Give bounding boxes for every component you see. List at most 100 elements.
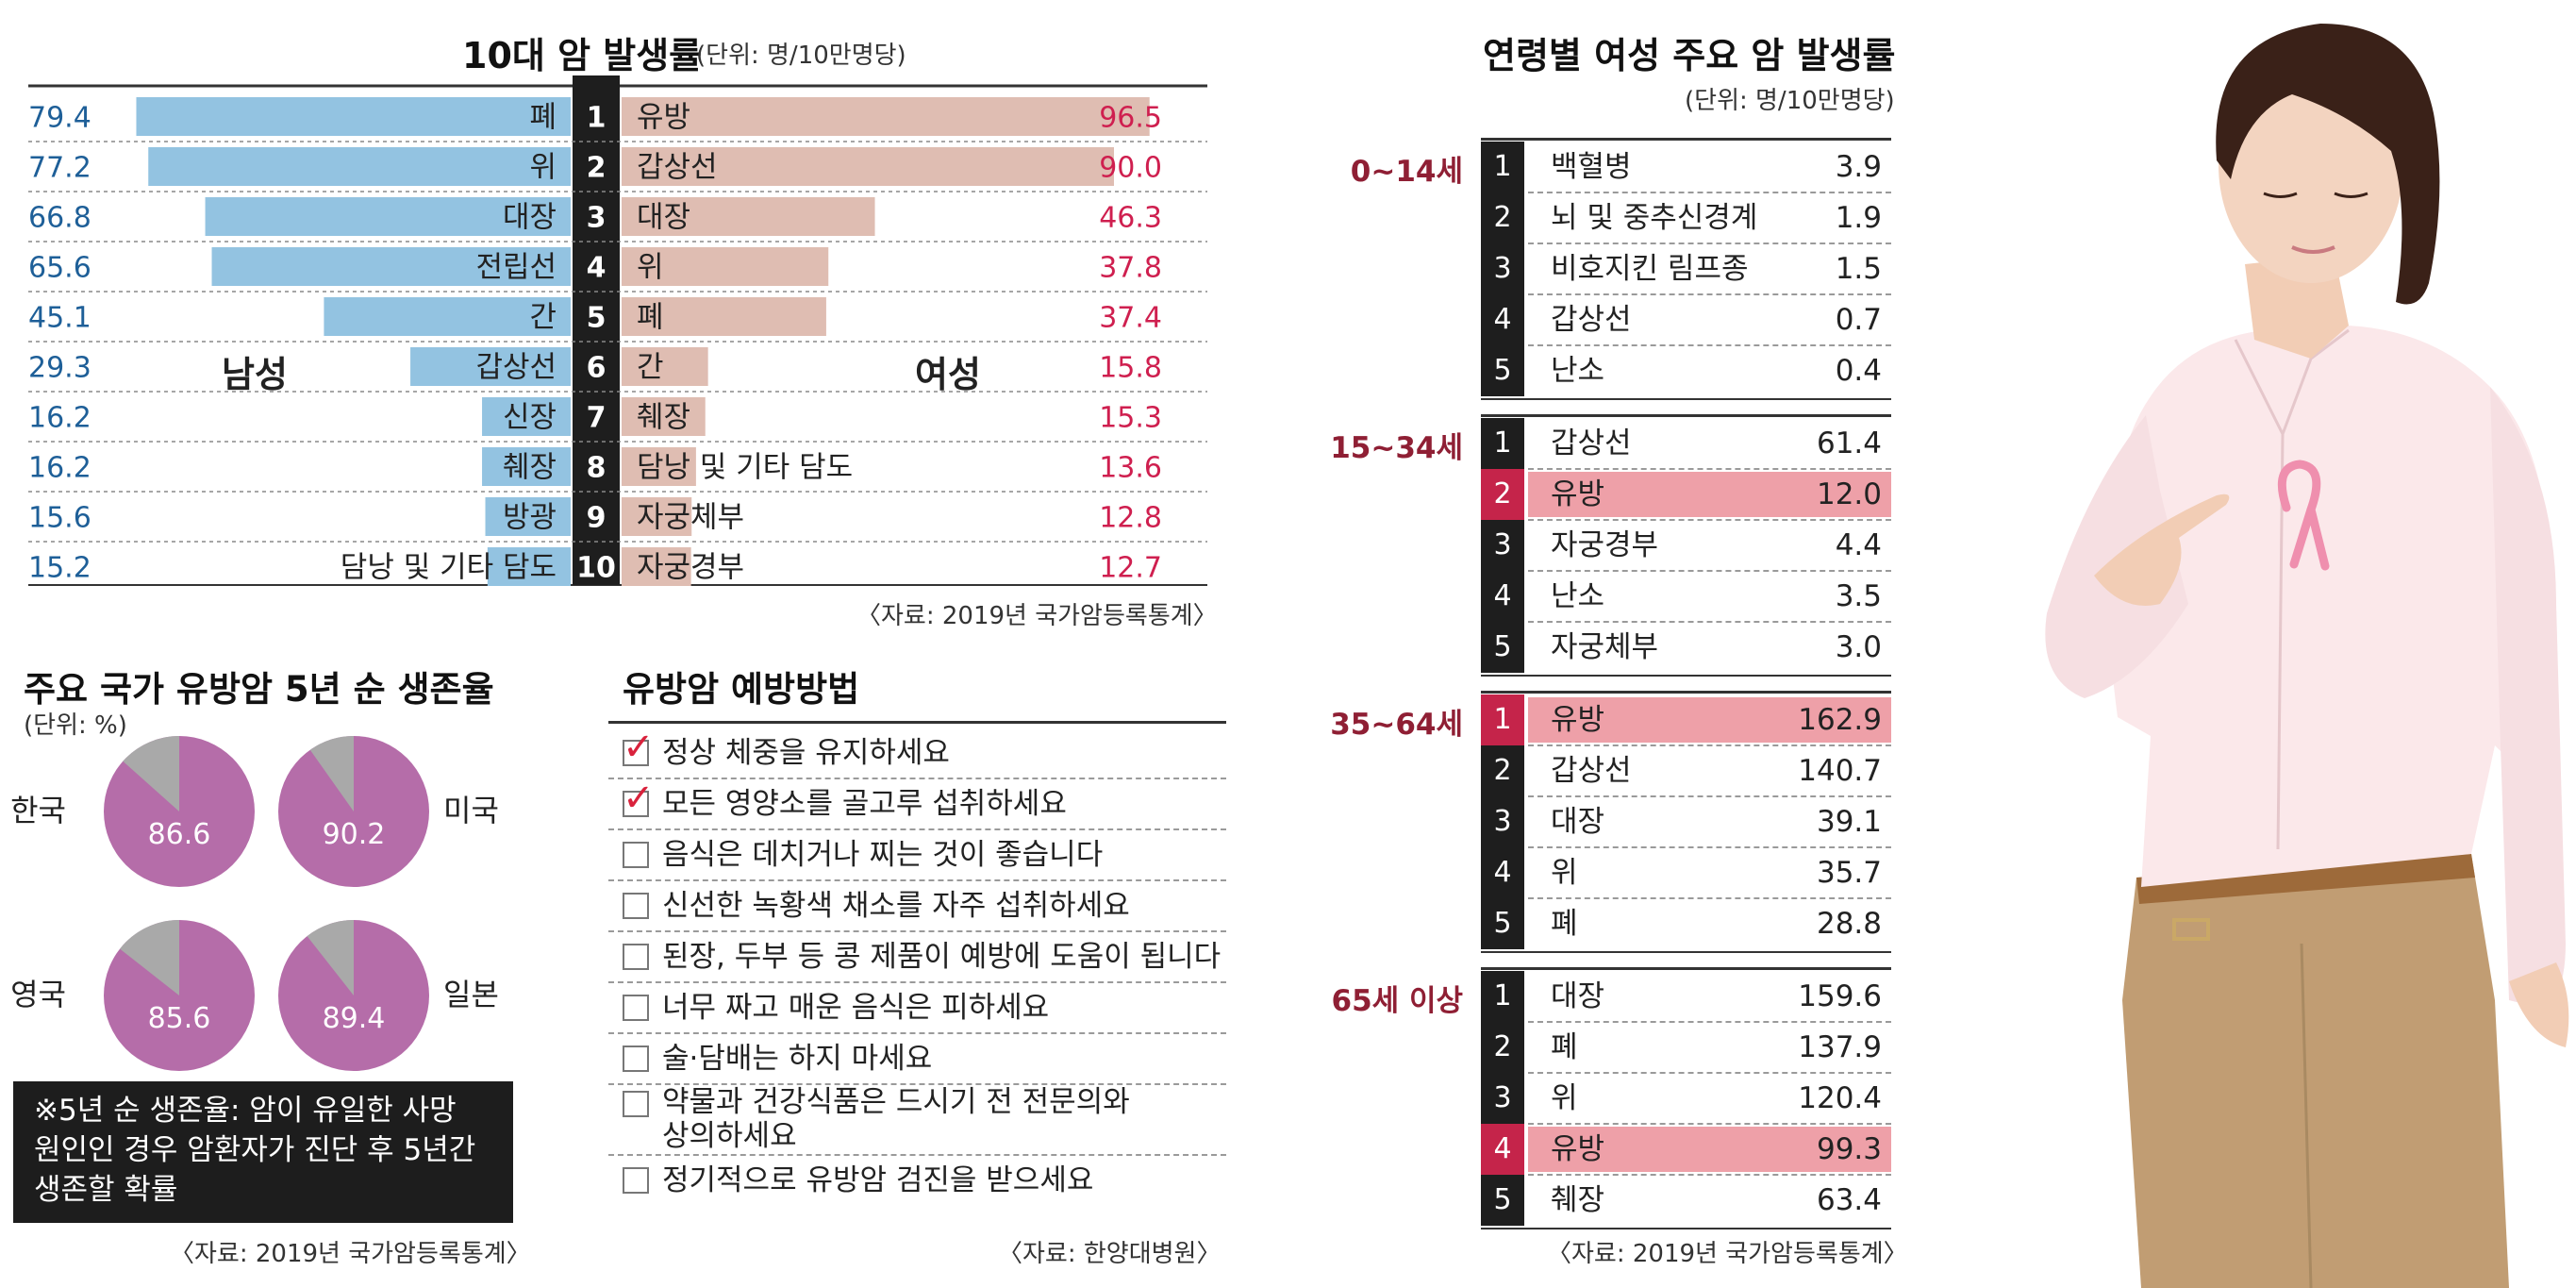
rank-column [573,75,620,585]
age-table-row: 5 난소 0.4 [1481,345,1891,396]
age-table-row: 5 폐 28.8 [1481,898,1891,949]
prevention-item-text: 정상 체중을 유지하세요 [662,736,950,770]
age-row-divider [1528,570,1891,572]
age-row-cancer: 자궁체부 [1551,630,1659,664]
age-table-row: 2 폐 137.9 [1481,1022,1891,1074]
age-row-divider [1528,621,1891,623]
age-row-divider [1528,344,1891,346]
woman-illustration [2045,24,2569,1288]
age-table-row: 4 유방 99.3 [1481,1124,1891,1176]
male-bar [205,197,571,236]
belt [2136,854,2475,904]
prevention-divider [608,879,1226,881]
age-row-cancer: 비호지킨 림프종 [1551,252,1749,286]
age-row-divider [1528,744,1891,746]
age-row-cancer: 백혈병 [1551,150,1632,184]
male-group-label: 남성 [222,354,288,395]
age-table-row: 1 유방 162.9 [1481,694,1891,746]
male-value-label: 15.2 [28,552,91,585]
survival-note-box: ※5년 순 생존율: 암이 유일한 사망 원인인 경우 암환자가 진단 후 5년… [13,1081,513,1223]
male-cancer-label: 간 [529,301,557,335]
age-row-cancer: 갑상선 [1551,427,1632,460]
female-value-label: 37.4 [1099,302,1162,335]
age-table-row: 4 난소 3.5 [1481,571,1891,623]
age-group-top-rule [1481,414,1891,417]
age-row-rank: 3 [1481,1073,1524,1124]
age-row-value: 0.7 [1835,303,1882,337]
survival-pie-charts: 86.6 한국 90.2 미국 85.6 영국 89.4 일본 [10,736,499,1071]
rank-number: 4 [587,252,607,285]
age-row-rank: 3 [1481,796,1524,847]
female-group-label: 여성 [915,354,981,395]
male-bar [487,547,571,586]
prevention-checkbox [623,1091,649,1117]
age-table-row: 2 뇌 및 중추신경계 1.9 [1481,192,1891,244]
female-cancer-label: 폐 [637,301,664,335]
age-row-value: 162.9 [1798,703,1882,737]
age-table-row: 2 유방 12.0 [1481,469,1891,521]
prevention-item-line: 음식은 데치거나 찌는 것이 좋습니다 [662,838,1104,872]
prevention-checkbox [623,893,649,919]
pink-ribbon-icon [2277,460,2330,571]
rank-number: 8 [587,452,607,485]
male-cancer-label: 담낭 및 기타 담도 [341,551,557,585]
female-bar [622,497,692,536]
female-bar [622,247,829,286]
age-row-value: 159.6 [1798,979,1882,1013]
pie-country-label: 한국 [10,793,66,828]
age-table-row: 3 비호지킨 림프종 1.5 [1481,243,1891,295]
prevention-divider [608,1083,1226,1085]
female-bar [622,147,1114,186]
prevention-divider [608,778,1226,779]
age-row-divider [1528,795,1891,797]
age-row-value: 1.9 [1835,201,1882,235]
prevention-item-text: 술·담배는 하지 마세요 [662,1042,932,1076]
age-group-top-rule [1481,138,1891,141]
female-value-label: 96.5 [1099,102,1162,135]
age-table-source: 〈자료: 2019년 국가암등록통계〉 [1547,1240,1908,1268]
age-group-label: 35~64세 [1330,708,1463,742]
age-row-divider [1528,519,1891,521]
age-row-value: 28.8 [1816,907,1882,941]
age-row-divider [1528,293,1891,295]
female-value-label: 37.8 [1099,252,1162,285]
female-bar [622,97,1150,136]
age-row-cancer: 갑상선 [1551,303,1632,337]
prevention-item-line: 된장, 두부 등 콩 제품이 예방에 도움이 됩니다 [662,940,1222,974]
age-row-value: 1.5 [1835,252,1882,286]
age-group-label: 15~34세 [1330,431,1463,465]
age-group-bottom-rule [1481,675,1891,677]
female-bar [622,347,708,386]
pie-value-label: 86.6 [148,818,211,851]
female-bar [622,547,691,586]
age-row-rank: 5 [1481,1175,1524,1226]
age-row-value: 3.5 [1835,579,1882,613]
rank-number: 10 [576,552,616,585]
age-row-divider [1528,897,1891,899]
male-cancer-label: 방광 [503,501,557,535]
age-row-rank: 4 [1481,571,1524,622]
age-row-cancer: 자궁경부 [1551,528,1659,562]
prevention-divider [608,1154,1226,1156]
age-row-value: 0.4 [1835,354,1882,388]
age-row-cancer: 난소 [1551,354,1605,388]
age-table-row: 1 갑상선 61.4 [1481,418,1891,470]
female-value-label: 12.8 [1099,502,1162,535]
prevention-checkbox: ✓ [623,779,655,817]
incidence-source: 〈자료: 2019년 국가암등록통계〉 [856,602,1218,630]
prevention-item-line: 모든 영양소를 골고루 섭취하세요 [662,787,1067,821]
male-bar [148,147,572,186]
age-row-cancer: 위 [1551,856,1578,890]
prevention-item-line: 술·담배는 하지 마세요 [662,1042,933,1076]
survival-chart-title: 주요 국가 유방암 5년 순 생존율 [24,669,494,710]
male-value-label: 45.1 [28,302,91,335]
prevention-item: 신선한 녹황색 채소를 자주 섭취하세요 [623,889,1130,923]
prevention-top-rule [608,721,1226,724]
age-row-cancer: 췌장 [1551,1183,1605,1217]
male-bar [410,347,571,386]
male-bar [482,397,571,436]
age-row-divider [1528,243,1891,244]
female-cancer-label: 대장 [637,201,690,235]
age-row-cancer: 갑상선 [1551,754,1632,788]
age-row-cancer: 난소 [1551,579,1605,613]
